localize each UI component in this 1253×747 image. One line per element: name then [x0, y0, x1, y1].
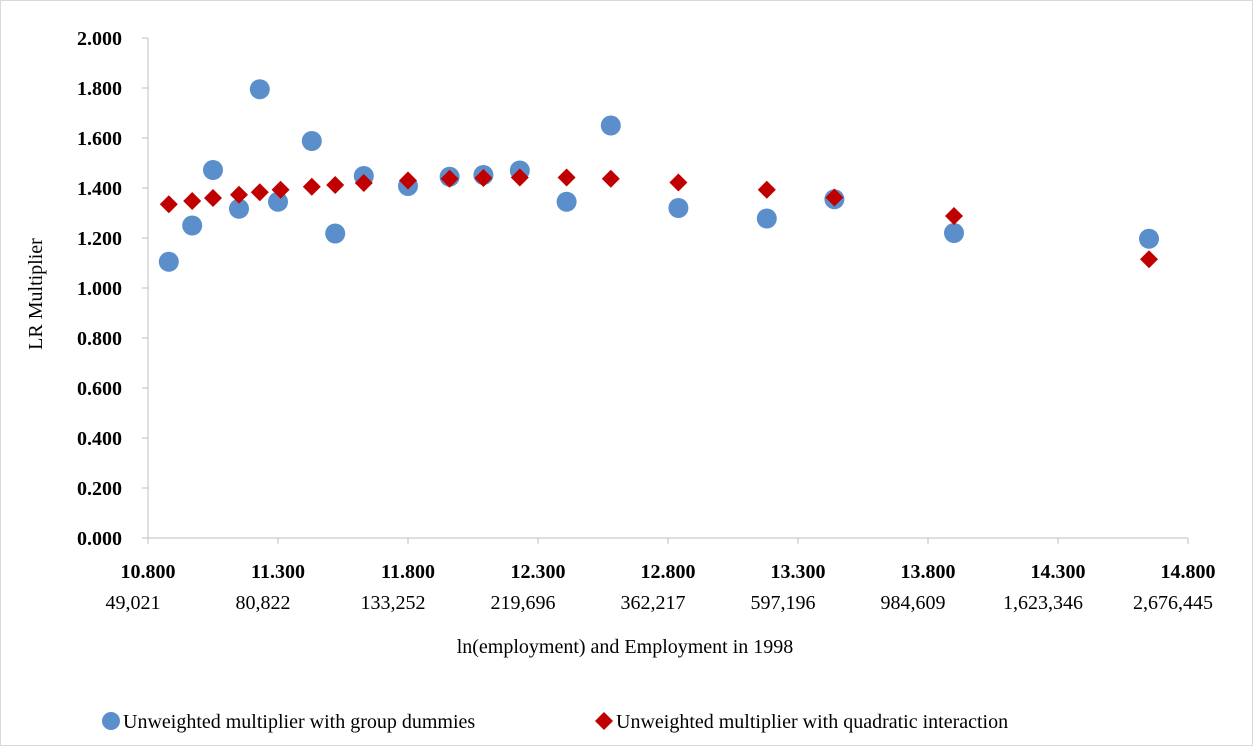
- y-tick-label: 0.000: [77, 528, 122, 550]
- employment-label: 362,217: [621, 592, 686, 614]
- x-tick-label: 10.800: [121, 561, 176, 583]
- data-point-diamond: [183, 192, 202, 210]
- data-point-circle: [756, 208, 777, 229]
- data-point-diamond: [354, 174, 373, 192]
- data-point-diamond: [302, 177, 321, 196]
- data-point-diamond: [230, 185, 248, 204]
- data-point-diamond: [825, 188, 844, 207]
- secondary-x-labels: 49,021 80,822 133,252 219,696 362,217 597,196…: [106, 592, 1214, 614]
- x-tick-label: 11.800: [381, 561, 435, 583]
- legend-item: Unweighted multiplier with group dummies: [102, 711, 475, 733]
- series-1: [158, 79, 1159, 272]
- data-point-diamond: [250, 183, 269, 202]
- y-axis-title: LR Multiplier: [25, 238, 47, 350]
- data-point-diamond: [271, 180, 290, 199]
- x-tick-label: 13.300: [771, 561, 826, 583]
- employment-label: 80,822: [236, 592, 291, 614]
- data-point-diamond: [1140, 250, 1158, 269]
- y-tick-label: 0.400: [77, 428, 122, 450]
- y-axis-ticks: 0.000 0.200 0.400 0.600 0.800 1.000 1.200 1.400…: [77, 28, 148, 550]
- data-point-diamond: [669, 173, 688, 192]
- data-point-diamond: [159, 195, 178, 214]
- legend-item: Unweighted multiplier with quadratic int…: [595, 711, 1008, 733]
- data-point-circle: [158, 251, 179, 272]
- data-point-circle: [325, 223, 346, 244]
- y-tick-label: 1.800: [77, 78, 122, 100]
- data-point-circle: [182, 215, 203, 236]
- y-tick-label: 1.600: [77, 128, 122, 150]
- data-point-circle: [301, 131, 322, 151]
- employment-label: 219,696: [491, 592, 556, 614]
- data-point-circle: [600, 115, 621, 136]
- legend-marker-circle: [102, 712, 120, 730]
- x-tick-label: 12.800: [641, 561, 696, 583]
- data-point-circle: [556, 191, 577, 212]
- employment-label: 49,021: [106, 592, 161, 614]
- data-point-circle: [668, 198, 689, 218]
- y-tick-label: 1.200: [77, 228, 122, 250]
- x-axis-ticks: 10.800 11.300 11.800 12.300 12.800 13.300 13.8…: [121, 538, 1216, 583]
- legend-label: Unweighted multiplier with quadratic int…: [616, 711, 1008, 733]
- x-tick-label: 13.800: [901, 561, 956, 583]
- x-axis-title: ln(employment) and Employment in 1998: [457, 636, 794, 658]
- data-point-diamond: [399, 171, 417, 190]
- data-point-diamond: [601, 169, 620, 188]
- data-point-diamond: [757, 180, 776, 199]
- y-tick-label: 1.400: [77, 178, 122, 200]
- data-point-circle: [249, 79, 270, 100]
- x-tick-label: 14.800: [1161, 561, 1216, 583]
- y-tick-label: 0.800: [77, 328, 122, 350]
- x-tick-label: 12.300: [511, 561, 566, 583]
- legend: Unweighted multiplier with group dummies…: [102, 711, 1008, 733]
- data-point-diamond: [557, 168, 576, 187]
- employment-label: 133,252: [361, 592, 426, 614]
- data-point-circle: [268, 191, 288, 212]
- y-tick-label: 2.000: [77, 28, 122, 50]
- employment-label: 2,676,445: [1133, 592, 1213, 614]
- data-point-diamond: [440, 169, 459, 188]
- x-tick-label: 11.300: [251, 561, 305, 583]
- data-point-circle: [944, 223, 964, 243]
- y-tick-label: 1.000: [77, 278, 122, 300]
- legend-marker-diamond: [595, 712, 613, 730]
- data-points: [158, 79, 1159, 272]
- data-point-diamond: [510, 168, 529, 187]
- y-tick-label: 0.600: [77, 378, 122, 400]
- y-tick-label: 0.200: [77, 478, 122, 500]
- data-point-diamond: [204, 189, 222, 207]
- series-2: [159, 168, 1158, 269]
- data-point-diamond: [945, 207, 963, 225]
- employment-label: 1,623,346: [1003, 592, 1083, 614]
- data-point-circle: [1139, 228, 1159, 249]
- x-tick-label: 14.300: [1031, 561, 1086, 583]
- employment-label: 597,196: [751, 592, 816, 614]
- employment-label: 984,609: [881, 592, 946, 614]
- data-point-circle: [229, 198, 249, 219]
- data-point-circle: [203, 160, 223, 180]
- data-point-diamond: [326, 176, 345, 194]
- legend-label: Unweighted multiplier with group dummies: [123, 711, 475, 733]
- data-point-diamond: [474, 169, 493, 187]
